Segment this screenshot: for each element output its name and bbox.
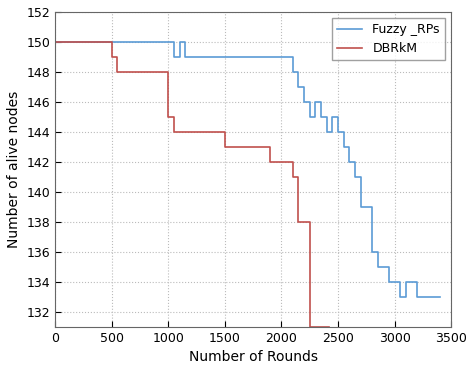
DBRkM bbox=[307, 324, 312, 329]
Fuzzy _RPs bbox=[318, 115, 324, 119]
Fuzzy _RPs bbox=[346, 160, 352, 164]
Fuzzy _RPs bbox=[403, 279, 409, 284]
Fuzzy _RPs bbox=[329, 129, 335, 134]
DBRkM bbox=[188, 129, 194, 134]
DBRkM bbox=[307, 220, 312, 224]
Line: DBRkM: DBRkM bbox=[55, 42, 329, 326]
Fuzzy _RPs bbox=[414, 295, 420, 299]
DBRkM bbox=[284, 160, 290, 164]
DBRkM bbox=[324, 324, 329, 329]
Fuzzy _RPs bbox=[369, 204, 375, 209]
DBRkM bbox=[165, 115, 171, 119]
Fuzzy _RPs bbox=[312, 115, 318, 119]
DBRkM bbox=[222, 145, 228, 149]
DBRkM bbox=[109, 40, 115, 44]
Fuzzy _RPs bbox=[177, 40, 182, 44]
Fuzzy _RPs bbox=[341, 145, 346, 149]
Fuzzy _RPs bbox=[352, 160, 358, 164]
Fuzzy _RPs bbox=[171, 55, 177, 59]
Fuzzy _RPs bbox=[307, 115, 312, 119]
DBRkM bbox=[171, 115, 177, 119]
Fuzzy _RPs bbox=[386, 265, 392, 269]
DBRkM bbox=[296, 220, 301, 224]
Fuzzy _RPs bbox=[414, 279, 420, 284]
DBRkM bbox=[171, 129, 177, 134]
DBRkM bbox=[301, 220, 307, 224]
Fuzzy _RPs bbox=[426, 295, 431, 299]
Fuzzy _RPs bbox=[375, 249, 381, 254]
Fuzzy _RPs bbox=[171, 40, 177, 44]
Fuzzy _RPs bbox=[335, 115, 341, 119]
DBRkM bbox=[188, 129, 194, 134]
Fuzzy _RPs bbox=[329, 115, 335, 119]
Fuzzy _RPs bbox=[318, 100, 324, 104]
Fuzzy _RPs bbox=[53, 40, 58, 44]
Fuzzy _RPs bbox=[290, 55, 296, 59]
DBRkM bbox=[233, 145, 239, 149]
DBRkM bbox=[267, 160, 273, 164]
DBRkM bbox=[222, 129, 228, 134]
Fuzzy _RPs bbox=[307, 100, 312, 104]
Fuzzy _RPs bbox=[358, 175, 364, 179]
Fuzzy _RPs bbox=[426, 295, 431, 299]
Fuzzy _RPs bbox=[182, 40, 188, 44]
X-axis label: Number of Rounds: Number of Rounds bbox=[189, 350, 318, 364]
Fuzzy _RPs bbox=[296, 70, 301, 74]
Fuzzy _RPs bbox=[369, 249, 375, 254]
Fuzzy _RPs bbox=[301, 85, 307, 89]
DBRkM bbox=[296, 175, 301, 179]
Fuzzy _RPs bbox=[358, 204, 364, 209]
DBRkM bbox=[284, 160, 290, 164]
Fuzzy _RPs bbox=[397, 279, 403, 284]
DBRkM bbox=[115, 70, 120, 74]
Fuzzy _RPs bbox=[177, 55, 182, 59]
DBRkM bbox=[165, 70, 171, 74]
Fuzzy _RPs bbox=[375, 265, 381, 269]
Fuzzy _RPs bbox=[335, 129, 341, 134]
Fuzzy _RPs bbox=[437, 295, 443, 299]
Fuzzy _RPs bbox=[403, 295, 409, 299]
DBRkM bbox=[109, 55, 115, 59]
Line: Fuzzy _RPs: Fuzzy _RPs bbox=[55, 42, 440, 297]
DBRkM bbox=[115, 55, 120, 59]
DBRkM bbox=[326, 324, 332, 329]
DBRkM bbox=[53, 40, 58, 44]
DBRkM bbox=[301, 220, 307, 224]
Fuzzy _RPs bbox=[346, 145, 352, 149]
Fuzzy _RPs bbox=[182, 55, 188, 59]
Fuzzy _RPs bbox=[296, 85, 301, 89]
Fuzzy _RPs bbox=[397, 295, 403, 299]
Legend: Fuzzy _RPs, DBRkM: Fuzzy _RPs, DBRkM bbox=[332, 18, 445, 60]
Fuzzy _RPs bbox=[324, 115, 329, 119]
Fuzzy _RPs bbox=[290, 70, 296, 74]
Fuzzy _RPs bbox=[352, 175, 358, 179]
DBRkM bbox=[290, 175, 296, 179]
DBRkM bbox=[233, 145, 239, 149]
Fuzzy _RPs bbox=[301, 100, 307, 104]
DBRkM bbox=[250, 145, 256, 149]
Fuzzy _RPs bbox=[341, 129, 346, 134]
DBRkM bbox=[290, 160, 296, 164]
Fuzzy _RPs bbox=[312, 100, 318, 104]
DBRkM bbox=[267, 145, 273, 149]
DBRkM bbox=[250, 145, 256, 149]
Fuzzy _RPs bbox=[324, 129, 329, 134]
DBRkM bbox=[324, 324, 329, 329]
Y-axis label: Number of alive nodes: Number of alive nodes bbox=[7, 91, 21, 248]
Fuzzy _RPs bbox=[386, 279, 392, 284]
